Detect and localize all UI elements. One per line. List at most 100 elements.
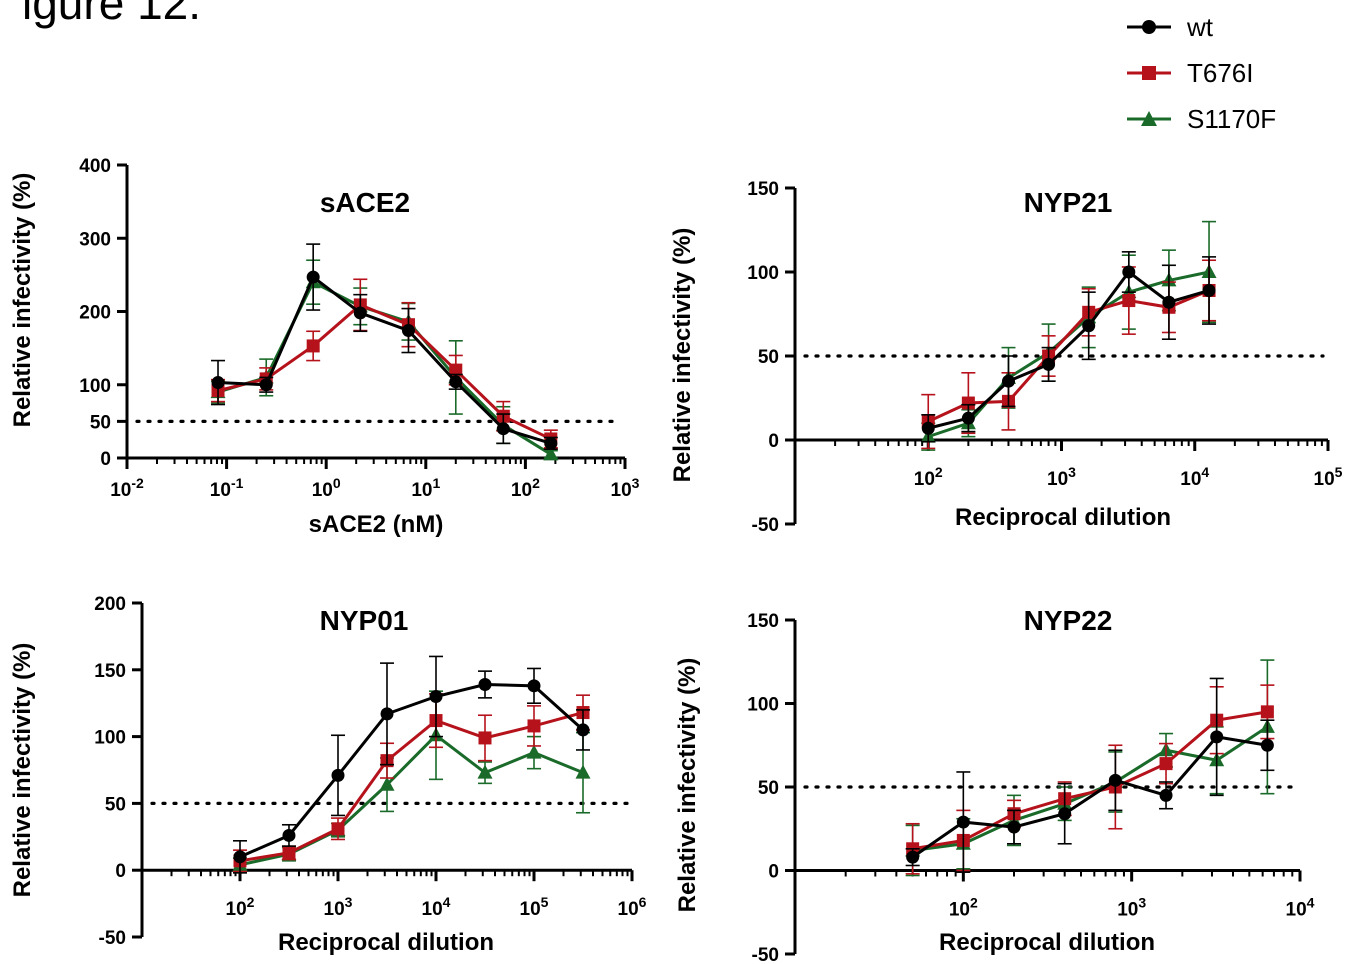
data-point [961,411,975,425]
series-t676i [233,693,591,873]
y-tick-label: 50 [758,347,779,368]
data-point [544,436,558,450]
data-point [1162,295,1176,309]
x-tick-label: 106 [618,894,647,920]
data-point [306,339,320,353]
series-line [912,710,1268,851]
y-axis-label: Relative infectivity (%) [674,658,701,913]
data-point [259,378,273,392]
data-point [1042,357,1056,371]
data-point [233,850,247,864]
series-t676i [211,278,558,449]
data-point [526,744,542,759]
data-point [961,396,975,410]
x-tick-label: 101 [411,475,440,501]
x-axis-label: Reciprocal dilution [955,504,1171,531]
data-point [1122,294,1136,308]
data-point [576,723,590,737]
data-point [477,764,493,779]
series-line [912,725,1269,852]
y-tick-label: 150 [747,611,779,632]
figure-title: igure 12. [22,0,202,29]
data-point [1058,807,1072,821]
x-tick-label: 103 [324,894,353,920]
chart-title: sACE2 [320,187,410,218]
series-wt [233,655,591,874]
y-tick-label: 100 [79,376,111,397]
series-line [239,711,584,863]
data-point [282,846,296,860]
y-tick-label: 0 [115,861,126,882]
x-tick-label: 102 [226,894,255,920]
legend-label-t676i: T676I [1187,57,1254,88]
data-point [1210,730,1224,744]
series-line [217,303,552,441]
series-line [927,269,1210,430]
legend-symbol-s1170f [1127,111,1171,126]
x-tick-label: 102 [511,475,540,501]
x-tick-label: 104 [1286,895,1315,921]
series-wt [211,243,558,451]
data-point [1159,757,1173,771]
x-tick-label: 104 [422,894,451,920]
x-tick-label: 102 [949,895,978,921]
chart-nyp01: -50 0 50 100 150 200 102 103 104 105 106 NYP01 Recip… [9,594,647,956]
data-point [543,446,559,461]
legend-item-t676i: T676I [1125,50,1276,96]
y-tick-label: 200 [94,594,126,615]
data-point [527,679,541,693]
data-point [1122,265,1136,279]
data-point [331,822,345,836]
y-axis-label: Relative infectivity (%) [669,228,696,483]
series-wt [905,677,1275,873]
y-tick-label: 150 [94,661,126,682]
y-tick-label: 0 [768,862,779,883]
y-tick-label: 0 [100,449,111,470]
x-axis-label: Reciprocal dilution [278,929,494,956]
chart-nyp22: -50 0 50 100 150 102 103 104 NYP22 Reciprocal dil… [674,605,1315,964]
y-axis-label: Relative infectivity (%) [9,643,36,898]
data-point [478,677,492,691]
x-tick-label: 104 [1180,464,1209,490]
data-point [211,376,225,390]
data-point [380,707,394,721]
legend-symbol-wt [1127,20,1171,34]
y-tick-label: 100 [747,263,779,284]
y-tick-label: 200 [79,303,111,324]
x-tick-label: 102 [914,464,943,490]
y-tick-label: 300 [79,229,111,250]
chart-title: NYP01 [320,605,409,636]
y-tick-label: 100 [94,728,126,749]
legend: wt T676I S1170F [1125,4,1276,142]
data-point [282,828,296,842]
y-tick-label: 0 [768,431,779,452]
data-point [1260,705,1274,719]
y-tick-label: 50 [90,412,111,433]
x-tick-label: 105 [1314,464,1343,490]
y-tick-label: -50 [752,945,779,964]
data-point [906,850,920,864]
y-axis-label: Relative infectivity (%) [9,173,36,428]
legend-label-s1170f: S1170F [1187,103,1277,134]
series-t676i [905,684,1275,875]
legend-item-s1170f: S1170F [1125,96,1276,142]
x-tick-label: 100 [312,475,341,501]
x-tick-label: 103 [611,475,640,501]
series-line [239,682,585,859]
data-point [1159,788,1173,802]
data-point [496,422,510,436]
data-point [1001,374,1015,388]
data-point [575,764,591,779]
legend-symbol-t676i [1127,66,1171,80]
y-tick-label: 150 [747,179,779,200]
x-tick-label: 103 [1117,895,1146,921]
data-point [956,815,970,829]
legend-label-wt: wt [1187,11,1213,42]
x-tick-label: 10-2 [110,475,144,501]
data-point [306,270,320,284]
chart-title: NYP22 [1024,605,1113,636]
data-point [1202,283,1216,297]
chart-title: NYP21 [1024,187,1113,218]
y-tick-label: 50 [105,794,126,815]
